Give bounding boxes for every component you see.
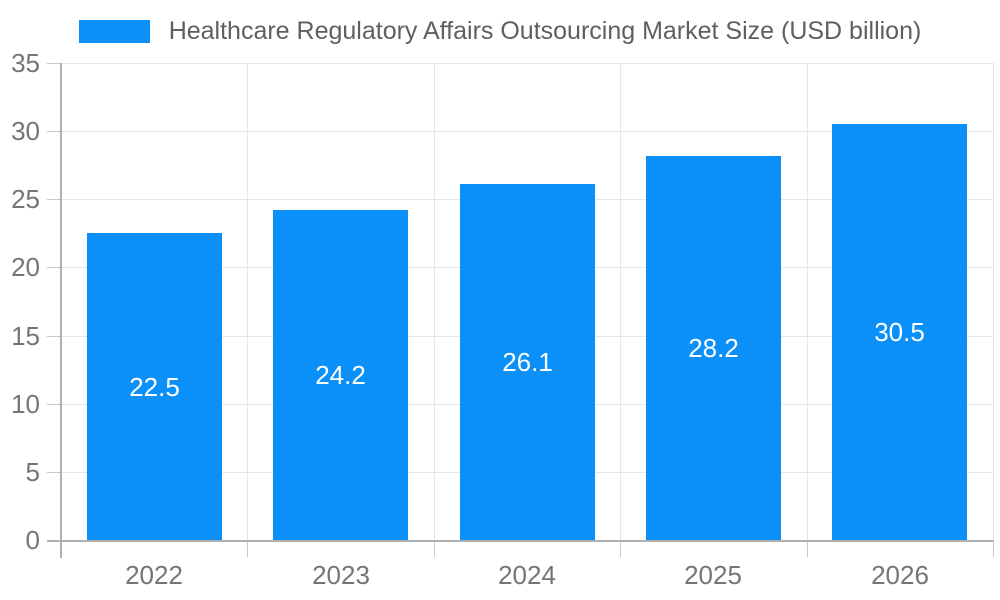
y-axis-tick [47, 131, 61, 132]
y-axis-label: 15 [11, 321, 40, 351]
y-axis-label: 30 [11, 116, 40, 146]
x-axis-label: 2024 [498, 560, 556, 590]
y-axis-tick [47, 472, 61, 473]
y-axis-tick [47, 404, 61, 405]
bar-value-label: 28.2 [688, 333, 739, 363]
x-gridline [434, 63, 435, 540]
bar-2022 [87, 233, 222, 540]
x-gridline [993, 63, 994, 540]
x-gridline [807, 63, 808, 540]
x-axis-label: 2022 [125, 560, 183, 590]
x-axis-tick [247, 540, 248, 557]
x-gridline [247, 63, 248, 540]
x-axis-tick [807, 540, 808, 557]
x-axis-tick [993, 540, 994, 557]
y-axis-tick [47, 267, 61, 268]
y-axis-tick [47, 63, 61, 64]
y-axis-tick [47, 336, 61, 337]
chart-title: Healthcare Regulatory Affairs Outsourcin… [168, 17, 922, 45]
x-gridline [620, 63, 621, 540]
y-axis-line [60, 63, 62, 558]
y-axis-tick [47, 199, 61, 200]
y-gridline [61, 131, 993, 132]
y-axis-label: 25 [11, 184, 40, 214]
y-axis-label: 10 [11, 389, 40, 419]
x-axis-label: 2025 [684, 560, 742, 590]
x-axis-label: 2023 [312, 560, 370, 590]
y-gridline [61, 63, 993, 64]
y-axis-label: 35 [11, 48, 40, 78]
y-axis-label: 20 [11, 252, 40, 282]
bar-value-label: 30.5 [874, 317, 925, 347]
x-axis-tick [434, 540, 435, 557]
y-axis-label: 5 [25, 457, 40, 487]
x-axis-label: 2026 [871, 560, 929, 590]
chart-legend: Healthcare Regulatory Affairs Outsourcin… [0, 17, 1000, 46]
y-axis-label: 0 [25, 525, 40, 555]
x-axis-tick [620, 540, 621, 557]
bar-value-label: 24.2 [315, 360, 366, 390]
legend-swatch [78, 20, 150, 43]
bar-value-label: 26.1 [502, 347, 553, 377]
bar-value-label: 22.5 [129, 372, 180, 402]
bar-2023 [273, 210, 408, 540]
bar-2026 [832, 124, 967, 540]
bar-2025 [646, 156, 781, 540]
x-axis-line [47, 540, 993, 542]
bar-2024 [460, 184, 595, 540]
